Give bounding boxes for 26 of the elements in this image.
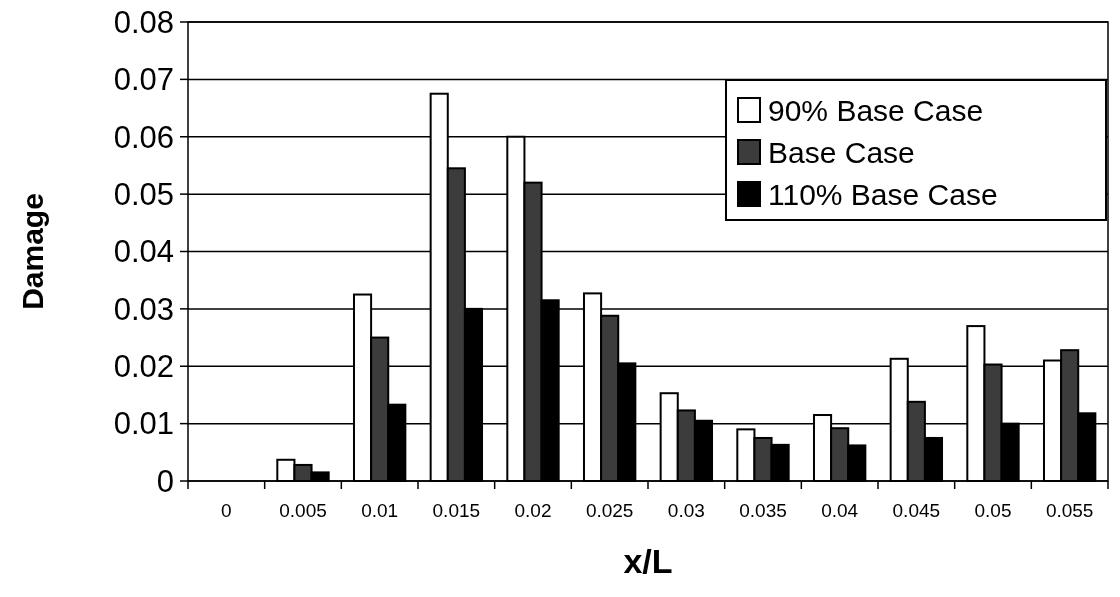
- x-tick-label: 0.03: [667, 500, 705, 521]
- y-tick-label: 0.05: [113, 176, 174, 212]
- x-tick-label: 0.055: [1045, 500, 1094, 521]
- x-tick-label: 0: [221, 500, 232, 521]
- x-tick-label: 0.025: [585, 500, 634, 521]
- x-axis-title: x/L: [623, 542, 673, 580]
- legend-label: Base Case: [768, 135, 915, 169]
- x-tick-label: 0.01: [361, 500, 399, 521]
- y-tick-label: 0.01: [113, 406, 174, 442]
- y-tick-label: 0.07: [113, 62, 174, 98]
- x-tick-label: 0.035: [739, 500, 787, 521]
- y-tick-label: 0.02: [113, 349, 174, 385]
- x-tick-label: 0.015: [432, 500, 481, 521]
- x-tick-label: 0.02: [514, 500, 552, 521]
- x-tick-label: 0.005: [279, 500, 327, 521]
- legend-label: 110% Base Case: [768, 177, 998, 211]
- y-tick-label: 0: [156, 463, 174, 499]
- x-tick-label: 0.04: [821, 500, 859, 521]
- legend-label: 90% Base Case: [768, 93, 984, 127]
- y-axis-title: Damage: [16, 193, 49, 310]
- x-tick-label: 0.05: [974, 500, 1012, 521]
- y-tick-label: 0.08: [113, 4, 174, 40]
- y-tick-label: 0.04: [113, 234, 174, 270]
- y-tick-label: 0.06: [113, 119, 174, 155]
- x-tick-label: 0.045: [892, 500, 941, 521]
- y-tick-label: 0.03: [113, 291, 174, 327]
